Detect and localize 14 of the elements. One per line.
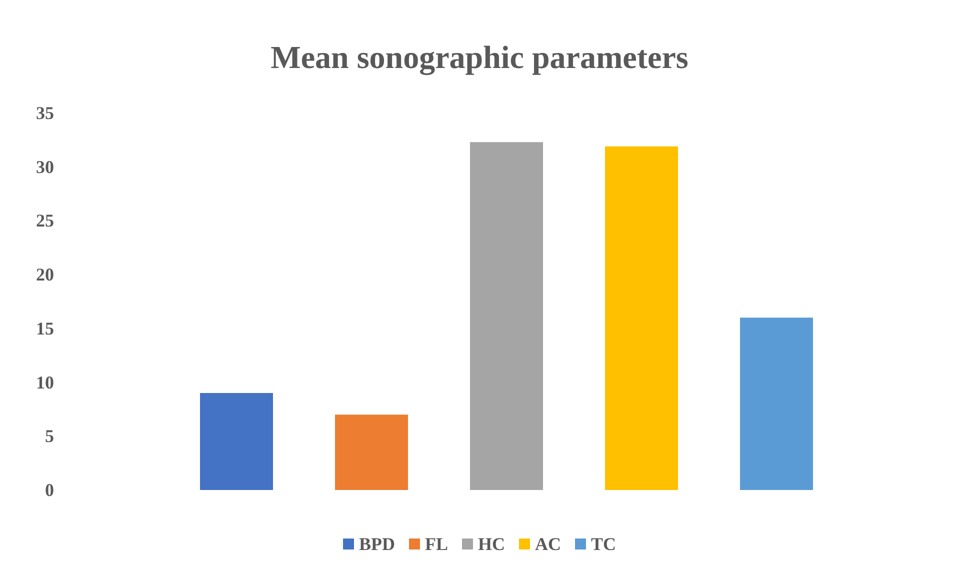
legend-label: TC bbox=[590, 534, 616, 554]
legend-label: BPD bbox=[359, 534, 395, 554]
legend-label: FL bbox=[425, 534, 448, 554]
y-tick-label: 25 bbox=[36, 210, 54, 231]
y-tick-label: 30 bbox=[36, 156, 54, 177]
chart-title: Mean sonographic parameters bbox=[270, 39, 688, 76]
y-tick-label: 10 bbox=[36, 372, 54, 392]
legend-label: AC bbox=[535, 534, 561, 554]
y-tick-label: 35 bbox=[36, 103, 54, 123]
y-tick-label: 20 bbox=[36, 264, 54, 285]
y-tick-label: 5 bbox=[45, 426, 54, 446]
y-tick-label: 15 bbox=[36, 318, 54, 338]
y-tick-label: 0 bbox=[45, 480, 54, 500]
legend-label: HC bbox=[478, 534, 505, 554]
